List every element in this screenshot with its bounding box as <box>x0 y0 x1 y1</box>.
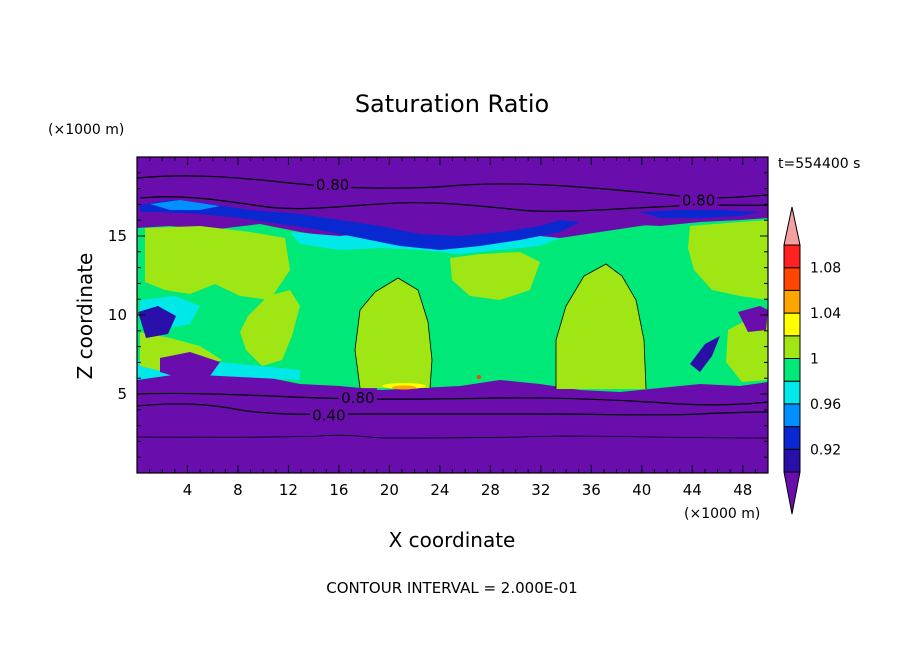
y-tick-label: 15 <box>108 227 127 245</box>
y-unit-label: (×1000 m) <box>48 122 124 138</box>
contour-label-bg <box>309 405 348 423</box>
y-axis-label: Z coordinate <box>73 253 97 380</box>
yg-column-36 <box>556 264 646 389</box>
x-tick-label: 4 <box>183 481 193 499</box>
colorbar-swatch <box>783 426 801 450</box>
colorbar-swatch <box>783 267 801 291</box>
colorbar-swatch <box>783 358 801 382</box>
colorbar-swatch <box>783 448 801 473</box>
contour-080-lower <box>137 392 768 406</box>
contour-label: 0.80 <box>316 176 349 194</box>
x-axis-label: X coordinate <box>389 528 516 552</box>
contour-column-1 <box>354 277 433 389</box>
y-tick-label: 10 <box>108 306 127 324</box>
x-tick-label: 44 <box>683 481 702 499</box>
colorbar: 0.92 0.96 1 1.04 1.08 <box>783 206 841 515</box>
colorbar-over-triangle <box>783 206 801 246</box>
contour-interval-footer: CONTOUR INTERVAL = 2.000E-01 <box>326 579 577 597</box>
x-axis: 4 8 12 16 20 24 28 32 36 40 44 48 <box>149 157 756 499</box>
yg-upper-middle <box>450 252 540 300</box>
x-tick-label: 12 <box>279 481 298 499</box>
blue-filament-upper <box>140 200 580 250</box>
lower-dry-layer <box>137 382 768 473</box>
yg-column-12 <box>240 290 300 366</box>
blue-patch-right <box>690 336 720 372</box>
contour-label: 0.80 <box>682 192 715 210</box>
x-tick-label: 24 <box>430 481 449 499</box>
colorbar-label: 1 <box>810 352 819 368</box>
contour-label-bg <box>679 190 718 208</box>
colorbar-swatch <box>783 380 801 405</box>
x-tick-label: 16 <box>329 481 348 499</box>
contour-lowest <box>137 434 768 439</box>
x-tick-label: 28 <box>481 481 500 499</box>
yg-upper-left <box>145 226 290 300</box>
dark-patch-left-low <box>160 352 220 378</box>
x-unit-label: (×1000 m) <box>684 506 760 522</box>
contour-label: 0.40 <box>312 407 345 425</box>
colorbar-swatch <box>783 335 801 359</box>
x-tick-label: 32 <box>531 481 550 499</box>
x-tick-label: 48 <box>733 481 752 499</box>
colorbar-label: 1.04 <box>810 306 841 322</box>
time-label: t=554400 s <box>778 156 860 172</box>
chart-title: Saturation Ratio <box>355 90 549 118</box>
contour-040 <box>137 403 768 416</box>
dark-patch-right <box>738 306 768 332</box>
cyan-filament-upper <box>150 200 220 210</box>
colorbar-swatch <box>783 244 801 269</box>
yg-column-20 <box>355 278 432 388</box>
colorbar-swatch <box>783 403 801 428</box>
colorbar-label: 1.08 <box>810 261 841 277</box>
contour-column-2 <box>555 263 647 390</box>
x-tick-label: 40 <box>632 481 651 499</box>
colorbar-label: 0.96 <box>810 397 841 413</box>
contour-labels: 0.800.800.800.40 <box>309 174 718 425</box>
yg-right-low <box>726 316 768 382</box>
red-spot <box>477 375 481 379</box>
x-tick-label: 36 <box>582 481 601 499</box>
colorbar-swatch <box>783 289 801 314</box>
colorbar-label: 0.92 <box>810 442 841 458</box>
y-axis: 5 10 15 <box>108 172 768 458</box>
colorbar-swatch <box>783 312 801 337</box>
colorbar-under-triangle <box>783 471 801 515</box>
y-tick-label: 5 <box>117 385 127 403</box>
yg-upper-right <box>688 220 768 300</box>
x-tick-label: 8 <box>233 481 243 499</box>
contour-label-bg <box>338 388 377 406</box>
dry-tongue-upper <box>137 157 768 246</box>
x-tick-label: 20 <box>380 481 399 499</box>
blue-patch-left <box>138 306 176 338</box>
blue-filament-right <box>640 210 760 218</box>
orange-spot <box>392 385 416 390</box>
contour-label-bg <box>313 174 352 192</box>
plot-area <box>137 157 768 473</box>
contour-label: 0.80 <box>341 389 374 407</box>
